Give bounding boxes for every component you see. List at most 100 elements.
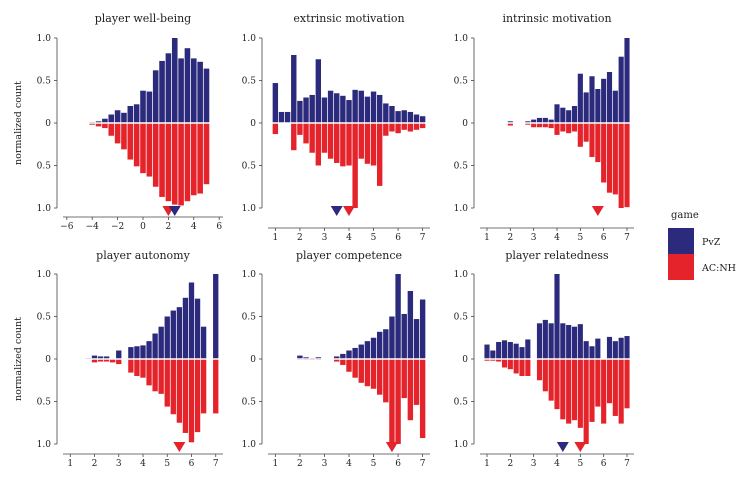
y-tick-label: 1.0: [242, 204, 257, 214]
mean-marker-acnh: [591, 206, 604, 216]
y-tick-label: 0.5: [37, 313, 52, 323]
y-tick-label: 0.5: [242, 162, 257, 172]
bar-pvz: [370, 337, 377, 359]
bar-pvz: [583, 92, 589, 123]
x-tick-label: 1: [67, 459, 73, 469]
x-tick-label: 4: [554, 459, 560, 469]
bar-pvz: [525, 339, 531, 359]
bar-acnh: [346, 123, 352, 166]
y-tick-label: 0.5: [242, 398, 257, 408]
bar-acnh: [484, 359, 490, 361]
y-tick-label: 1.0: [454, 270, 469, 280]
bar-acnh: [566, 123, 572, 134]
bar-pvz: [383, 329, 389, 359]
bar-acnh: [340, 359, 346, 365]
bar-pvz: [134, 346, 140, 359]
bar-acnh: [165, 123, 172, 202]
panel-title: intrinsic motivation: [502, 12, 611, 25]
x-tick-label: 7: [624, 459, 630, 469]
y-tick-label: 1.0: [454, 204, 469, 214]
y-tick-label: 0: [250, 119, 256, 129]
bar-acnh: [536, 359, 543, 381]
bar-pvz: [97, 356, 104, 359]
bar-pvz: [536, 323, 543, 359]
bar-acnh: [164, 359, 170, 407]
bar-pvz: [127, 106, 134, 123]
x-tick-label: 6: [216, 222, 222, 232]
y-tick-label: 0: [45, 119, 51, 129]
bar-pvz: [197, 61, 203, 123]
bar-pvz: [152, 333, 158, 359]
bar-acnh: [542, 359, 548, 392]
bar-acnh: [589, 359, 595, 422]
bar-pvz: [484, 344, 490, 359]
bar-pvz: [91, 355, 98, 359]
mean-marker-acnh: [173, 442, 186, 452]
y-tick-label: 0.5: [454, 313, 469, 323]
bar-pvz: [548, 119, 554, 123]
bar-acnh: [358, 359, 364, 383]
bar-acnh: [197, 123, 203, 194]
bar-acnh: [188, 359, 195, 443]
y-axis-label-bottom: normalized count: [13, 317, 24, 401]
bar-acnh: [419, 359, 426, 439]
x-tick-label: 6: [189, 459, 195, 469]
bar-acnh: [291, 123, 297, 151]
bar-acnh: [507, 123, 513, 126]
bar-acnh: [140, 359, 146, 378]
x-tick-label: 6: [395, 233, 401, 243]
bar-acnh: [146, 359, 152, 386]
bar-acnh: [560, 123, 566, 132]
bar-pvz: [278, 111, 285, 123]
bar-pvz: [542, 117, 548, 123]
x-tick-label: 3: [322, 233, 328, 243]
bar-acnh: [191, 123, 197, 196]
bar-pvz: [513, 343, 519, 359]
bar-acnh: [501, 359, 508, 368]
bar-pvz: [340, 95, 346, 123]
bar-acnh: [133, 123, 140, 167]
x-tick-label: 0: [140, 222, 146, 232]
bar-acnh: [364, 123, 371, 164]
bar-pvz: [364, 96, 371, 123]
bar-pvz: [395, 274, 401, 359]
bar-acnh: [176, 359, 183, 423]
bar-pvz: [200, 326, 207, 359]
bar-pvz: [128, 347, 134, 359]
bar-acnh: [548, 123, 554, 129]
bar-acnh: [334, 123, 340, 163]
x-tick-label: 4: [554, 233, 560, 243]
bar-pvz: [554, 274, 560, 359]
bar-acnh: [184, 123, 191, 202]
bar-pvz: [577, 73, 583, 123]
bar-pvz: [554, 104, 560, 123]
bar-pvz: [164, 316, 170, 359]
bar-acnh: [542, 123, 548, 128]
bar-acnh: [571, 359, 578, 421]
x-tick-label: 1: [484, 459, 490, 469]
bar-pvz: [95, 121, 102, 123]
bar-pvz: [340, 353, 346, 359]
bar-pvz: [536, 117, 543, 123]
bar-acnh: [401, 123, 407, 130]
bar-acnh: [340, 123, 346, 167]
x-tick-label: 3: [322, 459, 328, 469]
bar-acnh: [525, 359, 531, 376]
legend-swatch-acnh: [668, 254, 694, 280]
panel-title: extrinsic motivation: [293, 12, 404, 25]
bar-pvz: [548, 323, 554, 359]
panel-1: player well-being 1.0 0.5 0 0.5 1.0 −6 −4 −2 0 2 4 6: [37, 12, 223, 232]
bar-pvz: [407, 291, 414, 359]
y-tick-label: 1.0: [37, 204, 52, 214]
bar-acnh: [127, 123, 134, 160]
bar-pvz: [182, 297, 189, 359]
bar-pvz: [303, 357, 309, 359]
bar-pvz: [496, 342, 502, 359]
bar-pvz: [560, 323, 566, 359]
bar-acnh: [595, 359, 601, 407]
bar-acnh: [152, 359, 158, 392]
bar-acnh: [352, 359, 358, 378]
bar-pvz: [606, 72, 613, 123]
legend-title: game: [671, 210, 699, 221]
